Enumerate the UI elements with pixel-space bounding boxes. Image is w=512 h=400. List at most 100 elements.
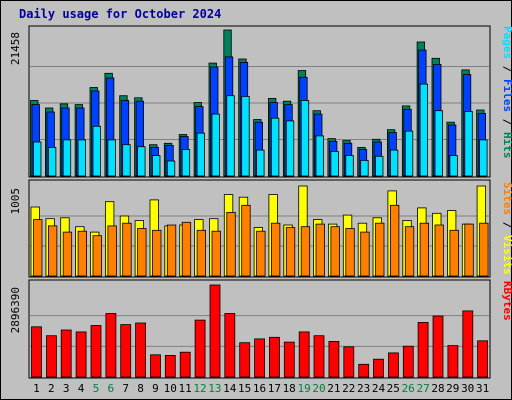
bar-kbytes-day-22 xyxy=(343,346,355,378)
bar-sites-day-18 xyxy=(285,227,296,277)
bar-kbytes-day-3 xyxy=(60,329,72,378)
bar-sites-day-9 xyxy=(152,229,162,277)
bar-kbytes-day-4 xyxy=(75,331,87,378)
legend-separator: / xyxy=(501,112,512,132)
x-tick-label-7: 7 xyxy=(122,382,129,395)
x-tick-label-21: 21 xyxy=(327,382,340,395)
bar-kbytes-day-26 xyxy=(402,345,414,378)
bar-pages-day-24 xyxy=(375,155,384,177)
bar-sites-day-25 xyxy=(389,204,400,277)
bar-sites-day-27 xyxy=(419,222,430,277)
bar-sites-day-20 xyxy=(315,223,325,277)
legend-separator: / xyxy=(501,59,512,79)
legend-files: Files xyxy=(501,79,512,112)
x-tick-label-26: 26 xyxy=(402,382,415,395)
x-tick-label-23: 23 xyxy=(357,382,370,395)
legend-hits: Hits xyxy=(501,132,512,159)
x-tick-label-4: 4 xyxy=(78,382,85,395)
bar-sites-day-19 xyxy=(300,226,311,277)
bar-pages-day-3 xyxy=(62,139,72,177)
legend-separator: / xyxy=(501,215,512,235)
x-tick-label-17: 17 xyxy=(268,382,281,395)
bar-kbytes-day-20 xyxy=(313,335,325,378)
bar-pages-day-9 xyxy=(152,155,161,177)
bar-pages-day-10 xyxy=(166,160,176,177)
bar-kbytes-day-29 xyxy=(447,345,459,378)
bar-pages-day-14 xyxy=(226,95,235,177)
bar-kbytes-day-13 xyxy=(209,284,221,378)
bar-pages-day-25 xyxy=(389,149,399,177)
bar-pages-day-30 xyxy=(464,111,473,177)
bar-pages-day-23 xyxy=(360,159,369,177)
legend-hits-files-pages: Pages / Files / Hits xyxy=(501,26,512,159)
bar-pages-day-2 xyxy=(48,146,57,177)
bar-kbytes-day-2 xyxy=(46,335,57,378)
x-tick-label-19: 19 xyxy=(297,382,310,395)
x-tick-label-14: 14 xyxy=(223,382,237,395)
bar-kbytes-day-28 xyxy=(432,315,444,378)
legend-visits-sites: Sites / Visits xyxy=(501,182,512,275)
bar-kbytes-day-6 xyxy=(105,313,117,378)
bar-sites-day-22 xyxy=(345,228,355,277)
bar-kbytes-day-21 xyxy=(328,340,340,378)
bar-pages-day-6 xyxy=(107,139,116,177)
bar-pages-day-11 xyxy=(181,149,191,177)
bar-sites-day-29 xyxy=(449,229,459,277)
bar-kbytes-day-19 xyxy=(298,331,310,378)
bar-pages-day-27 xyxy=(419,83,429,177)
bar-kbytes-day-16 xyxy=(254,338,266,378)
bar-sites-day-3 xyxy=(62,231,73,277)
x-tick-label-12: 12 xyxy=(193,382,206,395)
bar-sites-day-17 xyxy=(270,222,281,277)
bar-kbytes-day-25 xyxy=(387,352,399,378)
bar-pages-day-17 xyxy=(270,117,280,177)
bar-sites-day-4 xyxy=(77,230,87,277)
bar-kbytes-day-12 xyxy=(194,319,206,378)
legend-visits: Visits xyxy=(501,235,512,275)
bar-kbytes-day-15 xyxy=(239,342,251,378)
bar-sites-day-12 xyxy=(196,229,207,277)
x-tick-label-25: 25 xyxy=(387,382,400,395)
bar-pages-day-1 xyxy=(33,141,42,177)
bar-sites-day-21 xyxy=(330,226,340,277)
bar-pages-day-29 xyxy=(449,155,458,177)
bar-sites-day-13 xyxy=(211,230,221,277)
bar-kbytes-day-9 xyxy=(150,354,161,378)
bar-sites-day-7 xyxy=(122,222,132,277)
bar-sites-day-11 xyxy=(181,221,192,277)
bar-pages-day-31 xyxy=(479,139,488,177)
bar-pages-day-15 xyxy=(241,96,250,177)
x-tick-label-29: 29 xyxy=(446,382,459,395)
x-tick-label-10: 10 xyxy=(164,382,177,395)
x-tick-label-15: 15 xyxy=(238,382,251,395)
x-tick-label-24: 24 xyxy=(372,382,386,395)
bar-sites-day-14 xyxy=(226,211,236,277)
bar-kbytes-day-14 xyxy=(224,313,236,378)
x-tick-label-31: 31 xyxy=(476,382,489,395)
x-tick-label-1: 1 xyxy=(33,382,40,395)
x-tick-label-11: 11 xyxy=(178,382,191,395)
x-tick-label-22: 22 xyxy=(342,382,355,395)
bar-kbytes-day-10 xyxy=(164,354,176,378)
bar-sites-day-5 xyxy=(92,235,102,277)
legend-kbytes: KBytes xyxy=(501,281,512,321)
bar-pages-day-21 xyxy=(330,151,339,177)
bar-pages-day-12 xyxy=(196,132,206,177)
bar-sites-day-23 xyxy=(360,231,370,277)
bar-kbytes-day-18 xyxy=(283,341,295,378)
bar-pages-day-19 xyxy=(300,100,310,177)
bar-sites-day-1 xyxy=(33,219,43,277)
y-tick-label: 2896390 xyxy=(9,287,22,333)
bar-kbytes-day-8 xyxy=(135,322,147,378)
bar-sites-day-28 xyxy=(434,224,444,277)
bar-sites-day-8 xyxy=(137,228,147,277)
x-tick-label-28: 28 xyxy=(431,382,444,395)
x-tick-label-5: 5 xyxy=(93,382,100,395)
legend-sites: Sites xyxy=(501,182,512,215)
x-tick-label-8: 8 xyxy=(137,382,144,395)
x-tick-label-30: 30 xyxy=(461,382,474,395)
bar-pages-day-22 xyxy=(345,155,354,177)
bar-kbytes-day-27 xyxy=(417,321,429,378)
bar-sites-day-6 xyxy=(107,225,117,277)
bar-pages-day-4 xyxy=(77,139,86,177)
